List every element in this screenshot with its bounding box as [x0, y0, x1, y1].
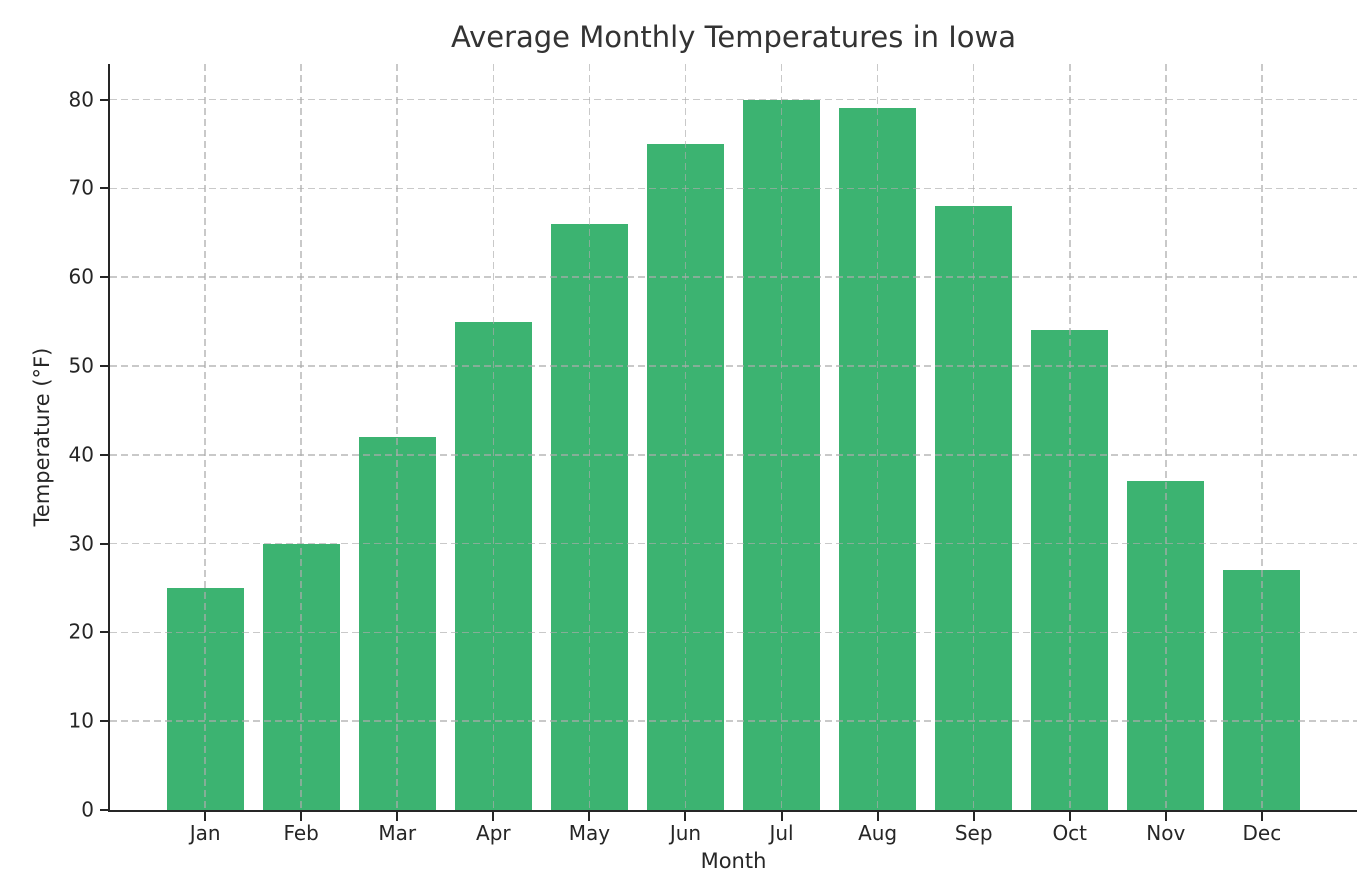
y-tick-label-60: 60 — [68, 264, 94, 289]
y-tick-label-40: 40 — [68, 442, 94, 467]
x-tick-sep — [972, 812, 975, 821]
gridline-nov — [1165, 64, 1167, 810]
x-tick-feb — [300, 812, 303, 821]
x-tick-label-may: May — [568, 821, 611, 845]
x-tick-label-sep: Sep — [954, 821, 993, 845]
gridline-y40 — [110, 453, 1357, 456]
gridline-apr — [492, 64, 495, 810]
gridline-y30 — [110, 542, 1357, 545]
gridline-jul — [780, 64, 783, 810]
x-tick-jun — [684, 812, 687, 821]
gridline-dec — [1261, 64, 1263, 810]
gridline-may — [588, 64, 591, 810]
gridline-jun — [684, 64, 687, 810]
y-tick-10 — [100, 720, 110, 723]
x-tick-label-jul: Jul — [769, 821, 794, 845]
gridline-y50 — [110, 365, 1357, 367]
x-tick-label-jan: Jan — [189, 821, 221, 845]
x-tick-label-aug: Aug — [858, 821, 898, 845]
gridline-aug — [876, 64, 879, 810]
gridline-feb — [300, 64, 302, 810]
y-tick-20 — [100, 631, 110, 634]
gridline-y20 — [110, 631, 1357, 634]
x-axis-spine — [108, 810, 1357, 812]
x-tick-jul — [780, 812, 783, 821]
x-tick-label-feb: Feb — [283, 821, 319, 845]
gridline-jan — [204, 64, 206, 810]
gridline-mar — [396, 64, 399, 810]
chart-title: Average Monthly Temperatures in Iowa — [450, 20, 1017, 54]
gridline-y80 — [110, 98, 1357, 101]
y-axis-label: Temperature (°F) — [30, 347, 54, 527]
y-tick-30 — [100, 542, 110, 545]
x-tick-label-nov: Nov — [1146, 821, 1186, 845]
y-tick-label-30: 30 — [68, 531, 94, 556]
gridline-y60 — [110, 276, 1357, 278]
x-axis-label: Month — [700, 849, 767, 873]
y-tick-label-20: 20 — [68, 619, 94, 644]
y-axis-spine — [108, 64, 110, 812]
x-tick-oct — [1068, 812, 1071, 821]
y-tick-60 — [100, 276, 110, 279]
y-tick-0 — [100, 809, 110, 811]
x-tick-aug — [876, 812, 879, 821]
x-tick-label-mar: Mar — [378, 821, 417, 845]
gridline-y10 — [110, 720, 1357, 722]
x-tick-label-dec: Dec — [1242, 821, 1282, 845]
x-tick-label-jun: Jun — [669, 821, 702, 845]
y-tick-40 — [100, 453, 110, 456]
x-tick-may — [588, 812, 591, 821]
gridline-sep — [972, 64, 975, 810]
x-tick-nov — [1164, 812, 1167, 821]
x-tick-dec — [1260, 812, 1263, 821]
y-tick-label-80: 80 — [68, 87, 94, 112]
x-tick-mar — [396, 812, 399, 821]
y-tick-label-70: 70 — [68, 175, 94, 200]
y-tick-50 — [100, 364, 110, 367]
y-tick-label-50: 50 — [68, 353, 94, 378]
x-tick-label-apr: Apr — [476, 821, 511, 845]
x-tick-apr — [492, 812, 495, 821]
y-tick-70 — [100, 187, 110, 190]
gridline-oct — [1068, 64, 1071, 810]
y-tick-label-10: 10 — [68, 708, 94, 733]
gridline-y70 — [110, 187, 1357, 190]
y-tick-80 — [100, 98, 110, 101]
x-tick-label-oct: Oct — [1052, 821, 1088, 845]
y-tick-label-0: 0 — [81, 797, 94, 822]
x-tick-jan — [204, 812, 207, 821]
